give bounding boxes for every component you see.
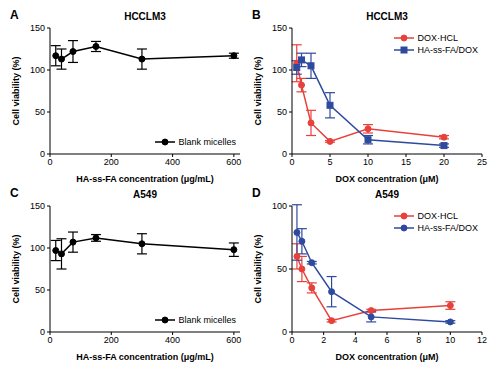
svg-text:12: 12 [477,335,487,345]
svg-text:150: 150 [30,201,45,211]
svg-text:0: 0 [47,157,52,167]
svg-text:0: 0 [40,149,45,159]
html-text:A549: A549 [133,189,157,200]
svg-text:50: 50 [35,285,45,295]
html-text:D: D [252,186,261,200]
svg-text:100: 100 [272,65,287,75]
svg-text:50: 50 [277,107,287,117]
svg-text:6: 6 [384,335,389,345]
svg-text:0: 0 [289,157,294,167]
html-text:DOX·HCL: DOX·HCL [417,33,458,43]
svg-text:25: 25 [477,157,487,167]
svg-text:10: 10 [445,335,455,345]
svg-text:0: 0 [47,335,52,345]
svg-text:100: 100 [272,201,287,211]
html-text:HA-ss-FA/DOX: HA-ss-FA/DOX [417,223,478,233]
html-text:HCCLM3: HCCLM3 [366,11,408,22]
svg-text:DOX concentration (μM): DOX concentration (μM) [335,174,438,184]
html-text:Blank micelles: Blank micelles [178,137,236,147]
svg-text:HA-ss-FA concentration (μg/mL): HA-ss-FA concentration (μg/mL) [76,174,214,184]
html-text:Blank micelles: Blank micelles [178,315,236,325]
svg-text:100: 100 [30,65,45,75]
svg-text:DOX concentration (μM): DOX concentration (μM) [335,352,438,362]
svg-text:20: 20 [439,157,449,167]
svg-text:5: 5 [327,157,332,167]
svg-text:200: 200 [104,335,119,345]
html-text:A: A [10,8,19,22]
svg-text:Cell viability (%): Cell viability (%) [253,56,263,125]
svg-text:600: 600 [226,157,241,167]
svg-text:10: 10 [363,157,373,167]
svg-text:0: 0 [282,327,287,337]
svg-text:150: 150 [30,23,45,33]
html-text:B: B [252,8,261,22]
svg-text:0: 0 [282,149,287,159]
svg-text:0: 0 [40,327,45,337]
svg-text:150: 150 [272,23,287,33]
svg-text:Cell viability (%): Cell viability (%) [11,234,21,303]
svg-text:400: 400 [165,157,180,167]
svg-text:100: 100 [30,243,45,253]
svg-text:2: 2 [321,335,326,345]
svg-text:200: 200 [104,157,119,167]
svg-text:15: 15 [401,157,411,167]
svg-text:Cell viability (%): Cell viability (%) [253,234,263,303]
svg-text:0: 0 [289,335,294,345]
svg-text:Cell viability (%): Cell viability (%) [11,56,21,125]
svg-text:HA-ss-FA concentration (μg/mL): HA-ss-FA concentration (μg/mL) [76,352,214,362]
svg-text:8: 8 [416,335,421,345]
html-text:C: C [10,186,19,200]
svg-text:50: 50 [277,264,287,274]
html-text:HCCLM3: HCCLM3 [124,11,166,22]
html-text:DOX·HCL: DOX·HCL [417,211,458,221]
svg-text:50: 50 [35,107,45,117]
svg-text:600: 600 [226,335,241,345]
html-text:HA-ss-FA/DOX: HA-ss-FA/DOX [417,45,478,55]
svg-text:400: 400 [165,335,180,345]
svg-text:4: 4 [353,335,358,345]
html-text:A549: A549 [375,189,399,200]
